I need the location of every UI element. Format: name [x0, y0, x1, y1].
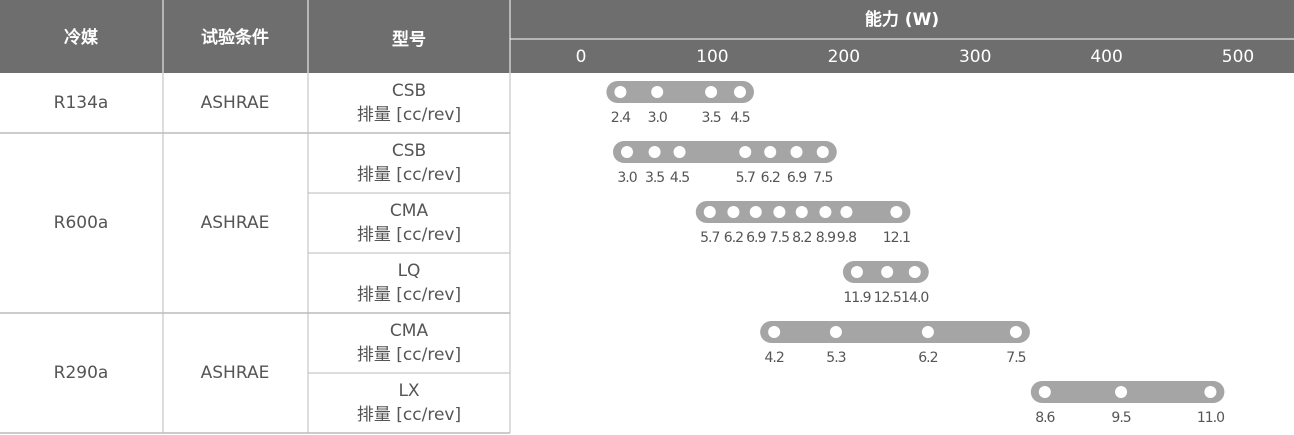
displacement-label: 7.5: [813, 170, 832, 186]
displacement-label: 12.5: [874, 290, 901, 306]
capacity-dot: [908, 266, 921, 278]
capacity-bar: [606, 81, 754, 103]
model-unit: 排量 [cc/rev]: [357, 285, 461, 305]
axis-tick-label: 100: [696, 47, 728, 67]
capacity-dot: [614, 86, 627, 98]
capacity-dot: [773, 206, 786, 218]
capacity-dot: [840, 206, 853, 218]
capacity-dot: [850, 266, 863, 278]
capacity-dot: [764, 146, 777, 158]
capacity-dot: [768, 326, 781, 338]
capacity-dot: [705, 86, 718, 98]
capacity-dot: [620, 146, 633, 158]
displacement-label: 6.9: [787, 170, 806, 186]
displacement-label: 3.0: [617, 170, 636, 186]
displacement-label: 14.0: [901, 290, 928, 306]
displacement-label: 4.5: [730, 110, 749, 126]
displacement-label: 2.4: [611, 110, 631, 126]
model-unit: 排量 [cc/rev]: [357, 105, 461, 125]
axis-tick-label: 400: [1090, 47, 1122, 67]
header-cell: 型号: [392, 29, 426, 50]
condition: ASHRAE: [201, 363, 270, 383]
refrigerant: R134a: [54, 93, 109, 113]
capacity-dot: [795, 206, 808, 218]
axis-tick-label: 300: [959, 47, 991, 67]
displacement-label: 4.5: [670, 170, 689, 186]
model-name: CMA: [390, 201, 429, 221]
capacity-dot: [1009, 326, 1022, 338]
condition: ASHRAE: [201, 213, 270, 233]
displacement-label: 5.3: [826, 350, 845, 366]
displacement-label: 8.2: [792, 230, 811, 246]
displacement-label: 4.2: [765, 350, 784, 366]
capacity-dot: [749, 206, 762, 218]
capacity-dot: [890, 206, 903, 218]
axis-tick-label: 0: [576, 47, 587, 67]
capacity-dot: [829, 326, 842, 338]
capacity-bar: [1030, 381, 1225, 403]
model-unit: 排量 [cc/rev]: [357, 345, 461, 365]
displacement-label: 6.2: [761, 170, 780, 186]
displacement-label: 7.5: [1006, 350, 1025, 366]
model-name: CMA: [390, 321, 429, 341]
capacity-dot: [739, 146, 752, 158]
model-unit: 排量 [cc/rev]: [357, 405, 461, 425]
displacement-label: 6.2: [724, 230, 743, 246]
displacement-label: 11.9: [843, 290, 870, 306]
displacement-label: 12.1: [883, 230, 910, 246]
capacity-dot: [819, 206, 832, 218]
capacity-bar: [760, 321, 1030, 343]
header-bg: [0, 0, 1294, 73]
displacement-label: 11.0: [1197, 410, 1224, 426]
displacement-label: 9.8: [837, 230, 856, 246]
displacement-label: 5.7: [736, 170, 755, 186]
capacity-dot: [733, 86, 746, 98]
displacement-label: 3.5: [701, 110, 720, 126]
capacity-bar: [612, 141, 837, 163]
capacity-dot: [648, 146, 661, 158]
header-cell: 试验条件: [201, 27, 269, 48]
axis-tick-label: 200: [828, 47, 860, 67]
model-unit: 排量 [cc/rev]: [357, 165, 461, 185]
displacement-label: 3.0: [648, 110, 667, 126]
model-name: CSB: [392, 81, 426, 101]
refrigerant: R600a: [54, 213, 109, 233]
condition: ASHRAE: [201, 93, 270, 113]
capacity-dot: [651, 86, 664, 98]
capacity-dot: [790, 146, 803, 158]
header-cell: 能力 (W): [865, 9, 939, 30]
model-name: LX: [398, 381, 419, 401]
capacity-dot: [727, 206, 740, 218]
capacity-dot: [703, 206, 716, 218]
capacity-dot: [816, 146, 829, 158]
axis-tick-label: 500: [1222, 47, 1254, 67]
displacement-label: 6.9: [746, 230, 765, 246]
header-cell: 冷媒: [64, 27, 99, 48]
displacement-label: 8.9: [816, 230, 835, 246]
displacement-label: 9.5: [1111, 410, 1130, 426]
displacement-label: 6.2: [918, 350, 937, 366]
capacity-dot: [1115, 386, 1128, 398]
capacity-dot: [1204, 386, 1217, 398]
displacement-label: 7.5: [770, 230, 789, 246]
model-name: LQ: [398, 261, 421, 281]
displacement-label: 3.5: [645, 170, 664, 186]
capacity-dot: [881, 266, 894, 278]
capacity-dot: [921, 326, 934, 338]
displacement-label: 8.6: [1035, 410, 1055, 426]
model-name: CSB: [392, 141, 426, 161]
displacement-label: 5.7: [700, 230, 719, 246]
capacity-dot: [1038, 386, 1051, 398]
model-unit: 排量 [cc/rev]: [357, 225, 461, 245]
capacity-dot: [673, 146, 686, 158]
refrigerant: R290a: [54, 363, 109, 383]
